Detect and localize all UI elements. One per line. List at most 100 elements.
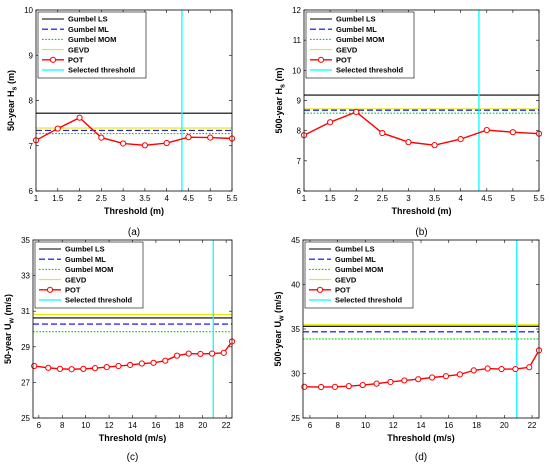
pot-point xyxy=(415,376,422,383)
x-tick-label: 3 xyxy=(121,194,126,203)
y-tick-label: 29 xyxy=(21,343,30,352)
x-tick-label: 6 xyxy=(308,421,313,430)
y-tick-label: 40 xyxy=(291,281,300,290)
y-axis-label-main: 50-year H xyxy=(6,90,16,131)
y-tick-label: 11 xyxy=(293,36,302,45)
pot-point xyxy=(91,365,99,372)
x-tick-label: 10 xyxy=(81,421,90,430)
y-tick-label: 7 xyxy=(297,157,302,166)
y-axis-label-unit: (m/s) xyxy=(273,291,283,315)
legend-label: Gumbel MOM xyxy=(65,265,113,274)
pot-point xyxy=(431,142,438,149)
x-tick-label: 2 xyxy=(77,194,82,203)
y-axis-label-sub: s xyxy=(12,86,19,90)
legend-label: Gumbel MOM xyxy=(335,265,383,274)
x-tick-label: 6 xyxy=(37,421,42,430)
y-tick-label: 6 xyxy=(29,187,34,196)
pot-point xyxy=(54,125,61,132)
pot-point xyxy=(103,363,110,371)
legend-box xyxy=(305,11,415,79)
y-axis-label-main: 50-year U xyxy=(3,323,13,364)
pot-point xyxy=(442,373,450,380)
y-tick-label: 25 xyxy=(291,414,300,423)
legend-label: Selected threshold xyxy=(65,296,133,305)
x-tick-label: 2.5 xyxy=(96,194,108,203)
y-tick-label: 31 xyxy=(21,307,30,316)
y-axis-label-sub: s xyxy=(280,84,287,88)
pot-point xyxy=(512,365,519,373)
x-tick-label: 1.5 xyxy=(52,194,64,203)
pot-point xyxy=(163,139,170,147)
legend-label: Gumbel ML xyxy=(65,255,106,264)
pot-point xyxy=(379,129,386,137)
panel-label: (a) xyxy=(128,227,140,238)
x-tick-label: 22 xyxy=(528,421,537,430)
pot-point xyxy=(470,367,477,374)
y-tick-label: 10 xyxy=(24,6,33,15)
legend-label: Gumbel LS xyxy=(336,15,376,24)
legend-label: Selected threshold xyxy=(68,66,136,75)
legend-label: Selected threshold xyxy=(336,66,404,75)
legend-label: GEVD xyxy=(65,275,87,284)
pot-point xyxy=(456,371,463,378)
pot-point xyxy=(209,350,216,357)
x-axis-label: Threshold (m) xyxy=(392,206,452,216)
x-axis-label: Threshold (m/s) xyxy=(99,433,167,443)
y-axis-label-main: 500-year H xyxy=(274,88,284,134)
legend-label: Gumbel LS xyxy=(68,15,108,24)
axes-frame xyxy=(302,239,540,419)
legend-marker-pot xyxy=(317,56,325,63)
pot-point xyxy=(220,349,227,356)
axes-frame xyxy=(32,239,233,419)
x-tick-label: 2 xyxy=(354,194,359,203)
legend-box xyxy=(37,11,147,79)
y-tick-label: 45 xyxy=(291,236,300,245)
legend-box xyxy=(304,241,414,309)
legend-label: Gumbel ML xyxy=(336,25,377,34)
y-axis-label-unit: (m) xyxy=(6,70,16,87)
legend-box xyxy=(34,241,144,309)
x-tick-label: 8 xyxy=(335,421,340,430)
legend-label: Gumbel ML xyxy=(335,255,376,264)
panel-label: (d) xyxy=(415,452,427,463)
legend-label: POT xyxy=(65,286,81,295)
y-axis-label-sub: w xyxy=(279,315,286,322)
panel-label: (c) xyxy=(127,452,139,463)
pot-point xyxy=(353,108,360,116)
legend-label: Gumbel LS xyxy=(65,245,105,254)
pot-point xyxy=(387,378,394,386)
pot-point xyxy=(301,383,308,390)
legend-marker-pot xyxy=(46,286,54,293)
x-tick-label: 14 xyxy=(417,421,426,430)
legend-label: POT xyxy=(68,56,84,65)
pot-point xyxy=(207,134,214,141)
legend-marker-pot xyxy=(49,56,57,63)
x-tick-label: 20 xyxy=(198,421,207,430)
x-axis-label: Threshold (m) xyxy=(104,206,164,216)
panel-label: (b) xyxy=(415,227,427,238)
x-tick-label: 8 xyxy=(60,421,65,430)
x-tick-label: 10 xyxy=(361,421,370,430)
y-axis-label-main: 500-year U xyxy=(273,321,283,367)
y-tick-label: 27 xyxy=(21,378,30,387)
pot-point xyxy=(509,129,516,136)
y-tick-label: 30 xyxy=(291,370,300,379)
pot-point xyxy=(498,365,505,373)
x-tick-label: 5.5 xyxy=(533,194,545,203)
axes-frame xyxy=(303,9,540,192)
x-tick-label: 12 xyxy=(389,421,398,430)
pot-point xyxy=(98,134,105,141)
x-tick-label: 18 xyxy=(472,421,481,430)
pot-point xyxy=(457,136,464,143)
x-tick-label: 5 xyxy=(208,194,213,203)
y-tick-label: 10 xyxy=(292,66,301,75)
y-tick-label: 35 xyxy=(291,325,300,334)
